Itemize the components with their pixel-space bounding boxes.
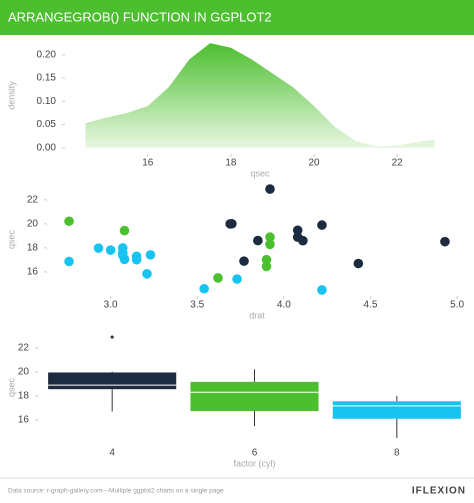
footer-logo: IFLEXION <box>412 486 466 497</box>
y-tick-label: 22 <box>27 194 39 205</box>
y-tick-label: 0.05 <box>37 119 57 130</box>
point <box>119 225 130 236</box>
box <box>48 372 177 390</box>
y-tick-label: 22 <box>18 342 30 353</box>
x-tick-label: 6 <box>252 448 258 459</box>
point <box>232 274 242 284</box>
point <box>292 225 303 236</box>
point <box>239 256 249 266</box>
point <box>353 258 364 269</box>
point <box>317 220 327 230</box>
footer-source: Data source: r-graph-gallery.com—Multipl… <box>8 488 224 495</box>
x-tick-label: 18 <box>225 158 237 169</box>
box <box>332 401 461 419</box>
point <box>105 245 116 255</box>
x-axis-label: qsec <box>250 168 270 178</box>
x-tick-label: 16 <box>142 158 154 169</box>
x-axis-label: drat <box>249 310 265 320</box>
point <box>261 254 272 265</box>
point <box>261 261 272 272</box>
x-tick-label: 3.5 <box>190 300 204 311</box>
point <box>93 243 104 253</box>
point <box>298 235 308 246</box>
y-tick-label: 20 <box>27 219 39 230</box>
y-tick-label: 0.15 <box>37 73 57 84</box>
point <box>265 239 275 250</box>
y-tick-label: 18 <box>18 391 30 402</box>
x-tick-label: 3.0 <box>104 300 118 311</box>
point <box>64 256 74 267</box>
x-axis-label: factor (cyl) <box>233 458 275 468</box>
x-tick-label: 8 <box>394 448 400 459</box>
point <box>265 184 275 194</box>
point <box>131 251 142 262</box>
y-tick-label: 0.20 <box>37 49 57 60</box>
y-axis-label: qsec <box>6 229 16 249</box>
point <box>142 269 152 279</box>
x-tick-label: 4.5 <box>364 300 378 311</box>
box <box>190 381 319 412</box>
y-tick-label: 20 <box>18 367 30 378</box>
point <box>440 236 450 247</box>
y-tick-label: 18 <box>27 243 39 254</box>
y-axis-label: qsec <box>6 377 16 397</box>
x-tick-label: 5.0 <box>450 300 464 311</box>
point <box>199 283 209 294</box>
x-tick-label: 4 <box>109 448 115 459</box>
point <box>317 285 327 295</box>
y-tick-label: 0.00 <box>37 143 57 154</box>
density-area <box>85 43 435 148</box>
point <box>253 235 263 246</box>
point <box>265 232 275 242</box>
x-tick-label: 22 <box>392 158 404 169</box>
point <box>145 250 156 260</box>
outlier <box>110 335 114 339</box>
x-tick-label: 20 <box>308 158 320 169</box>
y-axis-label: density <box>6 81 16 110</box>
point <box>117 243 128 253</box>
header-title: ARRANGEGROB() FUNCTION IN GGPLOT2 <box>8 9 272 24</box>
point <box>64 216 74 227</box>
y-tick-label: 16 <box>27 267 39 278</box>
point <box>119 254 130 265</box>
y-tick-label: 16 <box>18 415 30 426</box>
y-tick-label: 0.10 <box>37 96 57 107</box>
x-tick-label: 4.0 <box>277 300 291 311</box>
point <box>213 273 223 283</box>
point <box>227 218 237 229</box>
header-bar <box>0 0 474 35</box>
